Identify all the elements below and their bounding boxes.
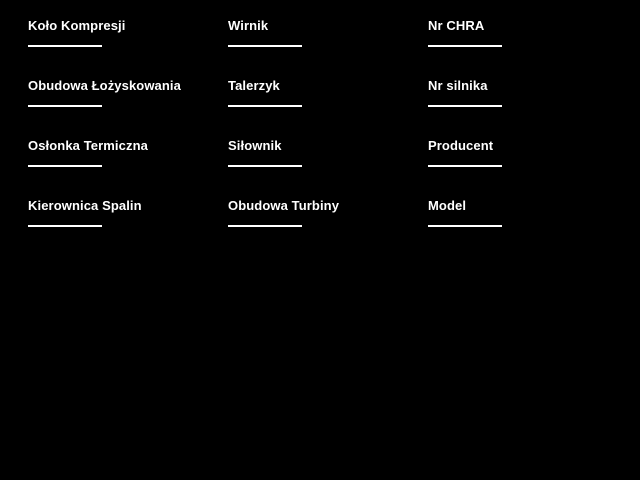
field-underline[interactable] xyxy=(228,45,302,47)
field-label: Nr CHRA xyxy=(428,18,485,33)
field-oslonka-termiczna[interactable]: Osłonka Termiczna xyxy=(28,132,228,192)
field-nr-silnika[interactable]: Nr silnika xyxy=(428,72,612,132)
field-label: Obudowa Turbiny xyxy=(228,198,340,213)
field-nr-chra[interactable]: Nr CHRA xyxy=(428,12,612,72)
field-label: Wirnik xyxy=(228,18,269,33)
field-silownik[interactable]: Siłownik xyxy=(228,132,428,192)
field-label: Siłownik xyxy=(228,138,282,153)
parts-form-grid: Koło Kompresji Wirnik Nr CHRA Obudowa Ło… xyxy=(28,12,612,252)
field-underline[interactable] xyxy=(28,105,102,107)
field-underline[interactable] xyxy=(228,105,302,107)
field-underline[interactable] xyxy=(428,225,502,227)
field-obudowa-lozyskowania[interactable]: Obudowa Łożyskowania xyxy=(28,72,228,132)
field-wirnik[interactable]: Wirnik xyxy=(228,12,428,72)
field-underline[interactable] xyxy=(28,225,102,227)
field-underline[interactable] xyxy=(228,165,302,167)
field-kierownica-spalin[interactable]: Kierownica Spalin xyxy=(28,192,228,252)
field-underline[interactable] xyxy=(428,165,502,167)
field-underline[interactable] xyxy=(428,105,502,107)
field-label: Koło Kompresji xyxy=(28,18,126,33)
field-underline[interactable] xyxy=(28,45,102,47)
field-label: Osłonka Termiczna xyxy=(28,138,148,153)
field-label: Producent xyxy=(428,138,494,153)
field-underline[interactable] xyxy=(28,165,102,167)
field-talerzyk[interactable]: Talerzyk xyxy=(228,72,428,132)
field-label: Kierownica Spalin xyxy=(28,198,142,213)
field-label: Obudowa Łożyskowania xyxy=(28,78,181,93)
field-obudowa-turbiny[interactable]: Obudowa Turbiny xyxy=(228,192,428,252)
field-label: Talerzyk xyxy=(228,78,280,93)
field-underline[interactable] xyxy=(428,45,502,47)
field-producent[interactable]: Producent xyxy=(428,132,612,192)
field-kolo-kompresji[interactable]: Koło Kompresji xyxy=(28,12,228,72)
field-label: Nr silnika xyxy=(428,78,488,93)
field-label: Model xyxy=(428,198,467,213)
field-underline[interactable] xyxy=(228,225,302,227)
field-model[interactable]: Model xyxy=(428,192,612,252)
